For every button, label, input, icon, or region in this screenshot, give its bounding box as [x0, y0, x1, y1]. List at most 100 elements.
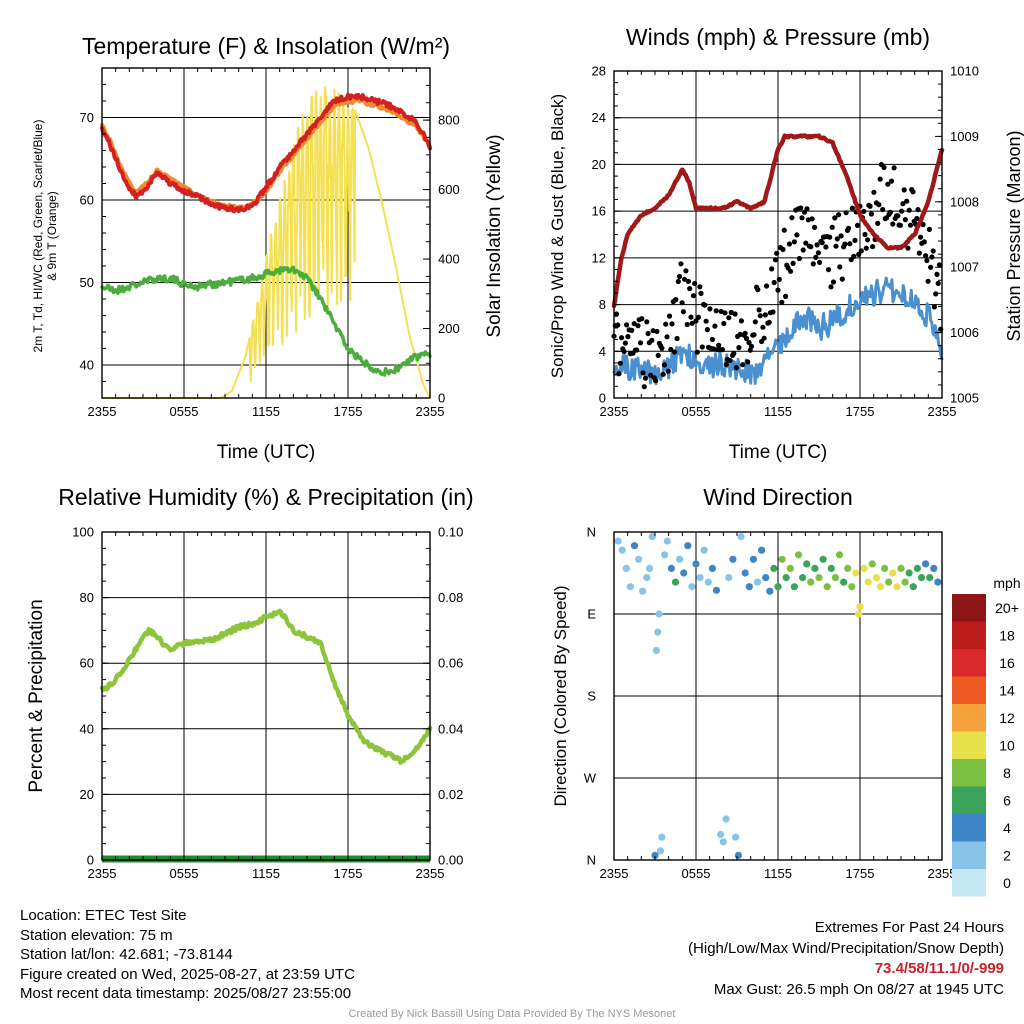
gust-point	[836, 212, 842, 218]
direction-point	[658, 833, 666, 841]
gust-point	[861, 208, 867, 214]
gust-point	[666, 313, 673, 319]
gust-point	[880, 206, 886, 213]
direction-point	[648, 533, 656, 541]
gust-point	[721, 320, 727, 327]
pressure-line	[611, 133, 945, 309]
gust-point	[842, 241, 848, 247]
temp-xtick-label: 0555	[170, 404, 199, 419]
legend-swatch	[952, 621, 986, 649]
direction-point	[753, 578, 762, 586]
temp-xtick-label: 1155	[252, 404, 280, 419]
gust-point	[788, 268, 794, 274]
rh-xtick-label: 0555	[170, 866, 199, 881]
dir-xtick-label: 2355	[928, 866, 957, 881]
direction-point	[909, 583, 917, 591]
wind-xtick-label: 2355	[928, 404, 957, 419]
direction-point	[643, 574, 651, 582]
direction-point	[840, 578, 848, 586]
direction-point	[719, 838, 727, 846]
gust-point	[895, 213, 901, 219]
gust-point	[904, 198, 910, 204]
gust-point	[890, 221, 896, 227]
dir-ytick-label: N	[587, 853, 596, 868]
gust-point	[863, 245, 869, 251]
gust-point	[809, 216, 815, 222]
gust-point	[803, 240, 809, 246]
gust-point	[669, 321, 675, 327]
gust-point	[910, 189, 916, 195]
direction-point	[844, 564, 852, 573]
direction-point	[864, 578, 872, 586]
extremes-values: 73.4/58/11.1/0/-999	[874, 960, 1004, 977]
gust-point	[867, 203, 873, 209]
gust-point	[644, 319, 650, 325]
rh-ytick-label-right: 0.08	[438, 590, 463, 605]
temp-ytick-label-right: 200	[438, 321, 460, 336]
gust-point	[747, 347, 753, 353]
direction-point	[655, 610, 663, 618]
gust-point	[926, 226, 933, 232]
gust-point	[764, 283, 770, 289]
gust-point	[707, 306, 713, 312]
gust-point	[907, 222, 914, 228]
gust-point	[755, 287, 761, 293]
gust-point	[751, 332, 757, 338]
wind-panel-title: Winds (mph) & Pressure (mb)	[626, 24, 930, 50]
direction-point	[654, 628, 662, 636]
direction-point	[782, 574, 790, 582]
gust-point	[639, 316, 645, 322]
direction-point	[652, 646, 661, 655]
direction-point	[831, 574, 840, 582]
gust-point	[800, 247, 806, 253]
gust-point	[629, 327, 635, 333]
dir-ylabel-left: Direction (Colored By Speed)	[551, 585, 570, 806]
dir-panel-title: Wind Direction	[703, 484, 853, 510]
temp-ylabel-right: Solar Insolation (Yellow)	[484, 134, 505, 337]
gust-point	[733, 365, 740, 371]
direction-point	[680, 569, 688, 577]
gust-point	[832, 215, 838, 221]
rh-ytick-label-right: 0.10	[438, 525, 463, 540]
gust-point	[934, 271, 940, 277]
wind-ytick-label-left: 16	[592, 204, 606, 219]
gust-point	[862, 231, 868, 238]
wind-ytick-label-left: 4	[599, 344, 606, 359]
dir-ytick-label: E	[587, 607, 596, 622]
gust-point	[819, 240, 825, 246]
gust-point	[891, 165, 897, 171]
gust-point	[619, 335, 625, 341]
gust-point	[843, 210, 849, 216]
gust-point	[877, 176, 883, 182]
gust-point	[905, 245, 911, 251]
direction-point	[696, 574, 704, 582]
direction-point	[630, 542, 639, 550]
direction-point	[734, 851, 743, 860]
direction-point	[807, 578, 815, 586]
gust-point	[613, 311, 620, 317]
direction-point	[868, 560, 876, 568]
gust-point	[774, 250, 780, 256]
gust-point	[887, 209, 893, 215]
direction-point	[684, 542, 692, 550]
temp-ytick-label-left: 40	[80, 358, 94, 373]
direction-point	[729, 555, 737, 563]
temp-ylabel-left-line1: 2m T, Td, HI/WC (Red, Green, Scarlet/Blu…	[31, 120, 45, 353]
gust-point	[617, 360, 623, 366]
direction-point	[794, 551, 803, 559]
temp-ytick-label-right: 400	[438, 252, 460, 267]
wind-ytick-label-left: 0	[599, 391, 606, 406]
direction-point	[656, 847, 665, 855]
direction-point	[815, 574, 823, 582]
temp-panel-title: Temperature (F) & Insolation (W/m²)	[82, 33, 450, 59]
gust-point	[829, 224, 835, 230]
direction-point	[913, 564, 922, 573]
direction-point	[897, 564, 905, 573]
gust-point	[641, 384, 647, 390]
direction-point	[722, 815, 730, 823]
gust-point	[851, 253, 857, 259]
rh-ytick-label-right: 0.06	[438, 656, 463, 671]
direction-point	[835, 551, 844, 559]
gust-point	[814, 242, 820, 248]
gust-point	[663, 321, 669, 327]
